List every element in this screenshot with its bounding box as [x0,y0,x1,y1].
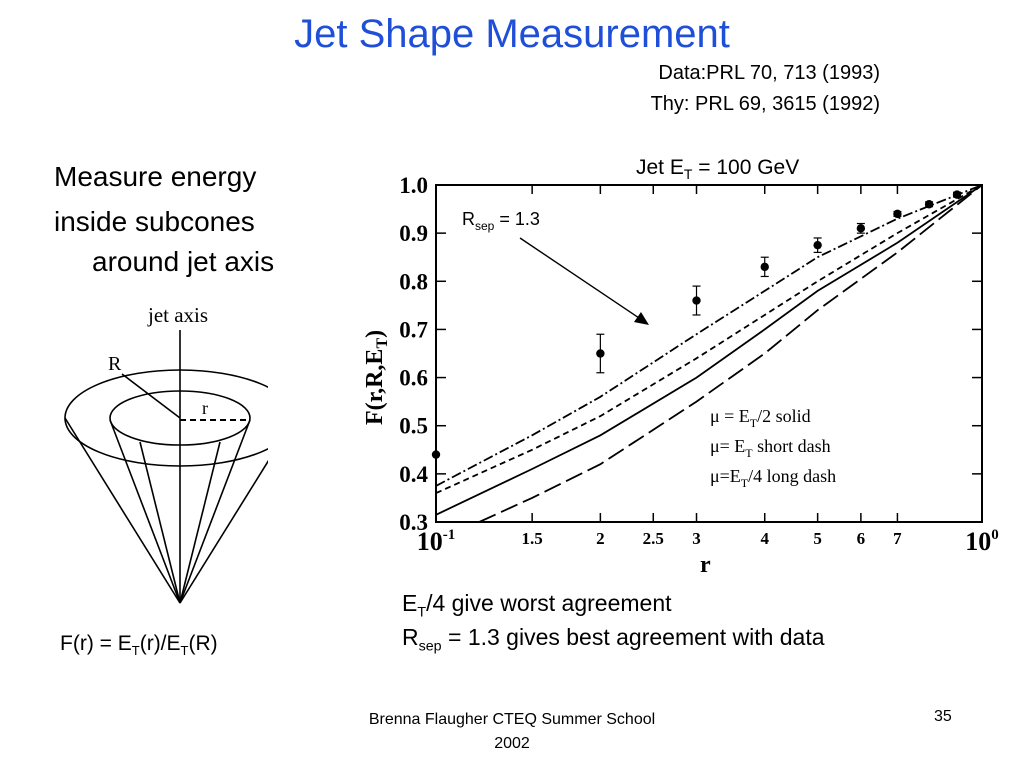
y-label-sub: T [374,338,391,349]
data-point [431,450,441,459]
page-number: 35 [934,708,952,725]
big-radius-line [121,373,181,419]
conclusion-worst: ET/4 give worst agreement [402,590,672,621]
data-point [596,349,605,358]
theory-reference: Thy: PRL 69, 3615 (1992) [650,93,880,115]
curve-shortdash [435,184,983,494]
x-tick-label: 1.5 [522,529,543,548]
y-axis-label: F(r,R,ET) [362,330,391,425]
rsep-annotation: Rsep = 1.3 [462,209,540,233]
data-point [924,200,934,209]
chart-title: Jet ET = 100 GeV [636,156,799,182]
inner-cone-side-right [179,419,251,604]
data-point [952,190,962,199]
inner-cone-side-left [109,419,181,604]
data-reference: Data:PRL 70, 713 (1993) [658,62,880,84]
y-tick-label: 0.5 [399,414,428,439]
x-tick-label: 2 [596,529,605,548]
jet-shape-chart: 10-1 1.5 2 2.5 3 4 5 6 7 100 0.3 0.4 0.5 0.6 0.7 0.8 0.9… [362,156,999,578]
formula-part-end: (R) [188,632,218,655]
plot-frame [435,184,983,523]
x-tick-label: 7 [893,529,902,548]
x-tick-label: 5 [813,529,822,548]
chart-title-sub: T [684,166,693,182]
outer-cone-side-left [64,417,181,604]
curve-dashdot [435,184,983,487]
conclusion-2-rest: = 1.3 gives best agreement with data [441,624,825,650]
y-tick-label: 0.9 [399,221,428,246]
data-point [893,209,902,219]
legend-entry-short-dash: μ= ET short dash [710,436,831,460]
rsep-arrowhead [634,312,649,325]
y-label-post: ) [362,330,388,338]
rsep-sub: sep [475,219,495,233]
formula-part-f: F(r) = E [60,632,132,655]
small-r-label: r [202,398,208,418]
formula-sub-2: T [180,643,189,659]
x-tick-label: 4 [760,529,769,548]
rsep-arrow [519,237,643,321]
bullet-line-2: inside subcones [54,206,255,237]
y-tick-label: 0.8 [399,269,428,294]
data-point [813,240,822,250]
curve-longdash [478,184,983,523]
y-tick-label: 0.7 [399,317,428,342]
outer-cone-side-right [179,459,268,604]
y-tick-label: 0.4 [399,462,428,487]
rsep-r: R [462,209,475,229]
x-tick-label: 2.5 [643,529,664,548]
cone-line-mid-left [139,441,181,604]
y-tick-label: 0.6 [399,366,428,391]
bullet-line-3: around jet axis [92,246,275,277]
chart-title-pre: Jet E [636,156,684,179]
conclusion-2-r: R [402,624,419,650]
data-point [692,296,701,305]
cone-line-mid-right [179,441,221,604]
data-point [856,224,866,233]
legend-entry-long-dash: μ=ET/4 long dash [710,466,836,490]
formula-part-mid: (r)/E [139,632,181,655]
x-tick-label: 3 [692,529,701,548]
chart-title-post: = 100 GeV [692,156,799,179]
footer-credit: Brenna Flaugher CTEQ Summer School 2002 [368,711,656,752]
conclusion-2-sub: sep [418,638,442,655]
jet-cone-diagram: jet axis R r [64,303,268,604]
bullet-line-1: Measure energy [54,161,257,192]
chart-legend: μ = ET/2 solid μ= ET short dash μ=ET/4 l… [710,406,836,490]
data-point [760,262,769,272]
conclusion-1-e: E [402,590,418,616]
x-tick-label: 10-1 [417,527,456,556]
conclusion-1-sub: T [417,604,427,621]
y-label-pre: F(r,R,E [362,349,388,425]
big-r-label: R [108,353,122,375]
x-axis-label: r [700,552,711,578]
y-tick-label: 0.3 [399,510,428,535]
slide-title: Jet Shape Measurement [294,12,730,56]
conclusion-best: Rsep = 1.3 gives best agreement with dat… [402,624,825,655]
rsep-rest: = 1.3 [494,209,540,229]
formula-sub-1: T [131,643,140,659]
curve-solid [435,184,983,516]
x-tick-label: 100 [965,527,999,556]
jet-axis-label: jet axis [147,303,208,327]
jet-shape-formula: F(r) = ET(r)/ET(R) [60,632,218,658]
legend-entry-solid: μ = ET/2 solid [710,406,811,430]
conclusion-1-rest: /4 give worst agreement [426,590,672,616]
x-tick-label: 6 [857,529,866,548]
y-tick-label: 1.0 [399,173,428,198]
